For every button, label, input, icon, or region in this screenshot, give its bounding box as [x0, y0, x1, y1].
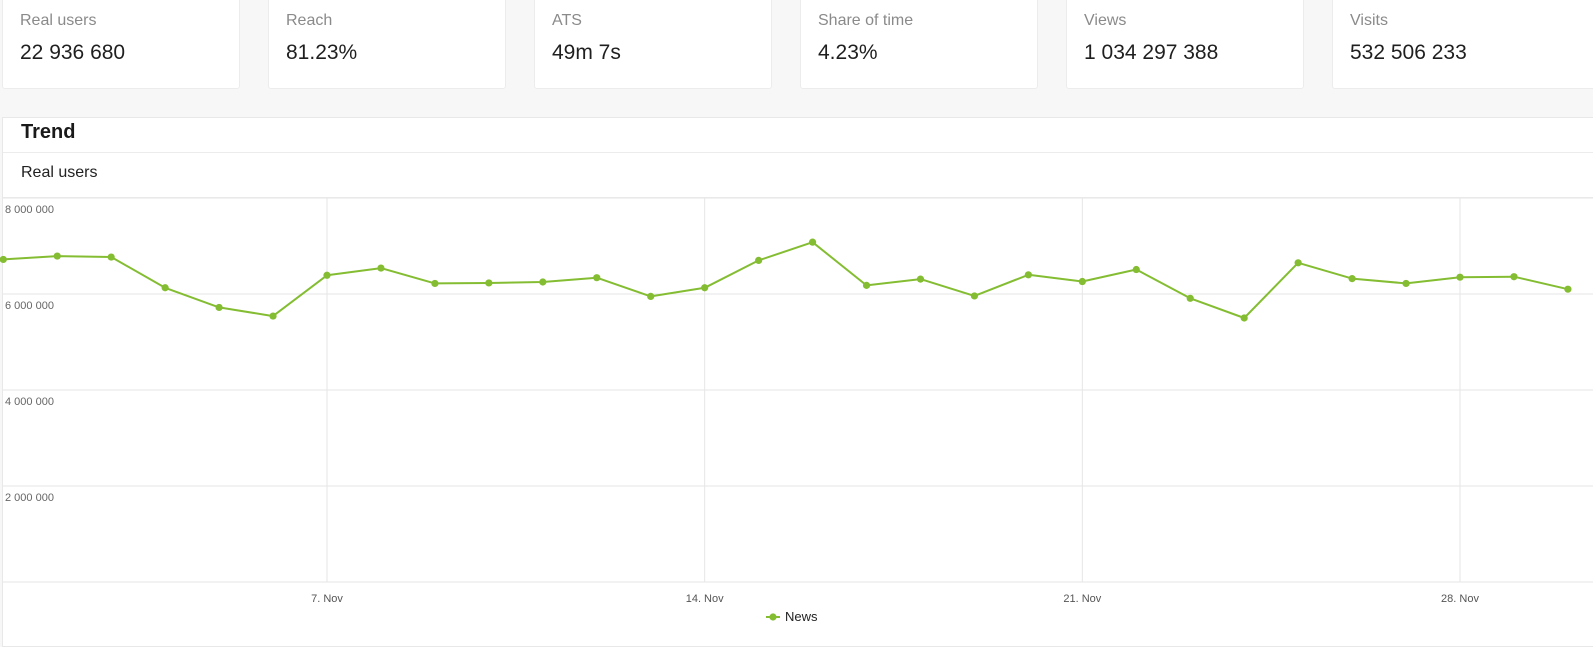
- data-point: [323, 271, 331, 279]
- data-point: [269, 312, 277, 320]
- x-tick-label: 21. Nov: [1063, 593, 1101, 605]
- kpi-card-share-of-time[interactable]: Share of time 4.23%: [800, 0, 1038, 89]
- data-point: [1186, 294, 1194, 302]
- kpi-value: 4.23%: [818, 41, 878, 64]
- y-tick-label: 2 000 000: [5, 492, 54, 504]
- trend-panel: Trend Real users: [2, 117, 1593, 647]
- y-tick-label: 6 000 000: [5, 300, 54, 312]
- y-tick-label: 8 000 000: [5, 204, 54, 216]
- data-point: [1078, 277, 1086, 286]
- x-tick-label: 7. Nov: [311, 593, 343, 605]
- data-point: [485, 279, 493, 287]
- legend-item-news: News: [785, 609, 818, 624]
- kpi-card-visits[interactable]: Visits 532 506 233: [1332, 0, 1593, 89]
- data-point: [1024, 271, 1032, 279]
- data-point: [1348, 275, 1356, 283]
- kpi-card-reach[interactable]: Reach 81.23%: [268, 0, 506, 89]
- kpi-label: Visits: [1350, 12, 1388, 29]
- data-point: [701, 284, 709, 292]
- x-tick-label: 28. Nov: [1441, 593, 1479, 605]
- panel-title: Trend: [21, 121, 76, 143]
- data-point: [1402, 279, 1410, 288]
- legend-marker: [769, 613, 777, 621]
- data-point: [1294, 259, 1302, 267]
- data-point: [1564, 285, 1572, 293]
- data-point: [377, 264, 385, 272]
- data-point: [215, 303, 223, 312]
- data-point: [647, 292, 655, 300]
- kpi-card-ats[interactable]: ATS 49m 7s: [534, 0, 772, 89]
- kpi-label: ATS: [552, 12, 582, 29]
- data-point: [107, 253, 115, 261]
- data-point: [916, 275, 925, 283]
- y-tick-label: 4 000 000: [5, 396, 54, 408]
- divider: [3, 152, 1593, 153]
- data-point: [53, 252, 61, 260]
- data-point: [431, 279, 439, 288]
- kpi-value: 49m 7s: [552, 41, 621, 64]
- data-point: [539, 278, 547, 286]
- kpi-value: 22 936 680: [20, 41, 126, 64]
- kpi-row: Real users 22 936 680 Reach 81.23% ATS 4…: [0, 0, 1593, 91]
- data-point: [1456, 273, 1464, 281]
- data-point: [1240, 314, 1248, 322]
- x-tick-label: 14. Nov: [686, 593, 724, 605]
- series-line-news: [3, 241, 1569, 319]
- kpi-label: Share of time: [818, 12, 914, 29]
- metric-label: Real users: [21, 164, 98, 181]
- kpi-label: Reach: [286, 12, 333, 29]
- data-point: [593, 274, 601, 282]
- data-point: [161, 284, 169, 292]
- data-point: [1510, 273, 1518, 281]
- kpi-label: Views: [1084, 12, 1127, 29]
- kpi-card-views[interactable]: Views 1 034 297 388: [1066, 0, 1304, 89]
- kpi-value: 532 506 233: [1350, 41, 1467, 64]
- data-point: [1132, 265, 1140, 274]
- kpi-value: 1 034 297 388: [1084, 41, 1219, 64]
- data-point: [970, 292, 979, 300]
- data-point: [755, 256, 763, 264]
- kpi-value: 81.23%: [286, 41, 358, 64]
- data-point: [808, 238, 817, 246]
- data-point: [0, 255, 7, 264]
- data-point: [862, 281, 871, 289]
- kpi-label: Real users: [20, 12, 97, 29]
- kpi-card-real-users[interactable]: Real users 22 936 680: [2, 0, 240, 89]
